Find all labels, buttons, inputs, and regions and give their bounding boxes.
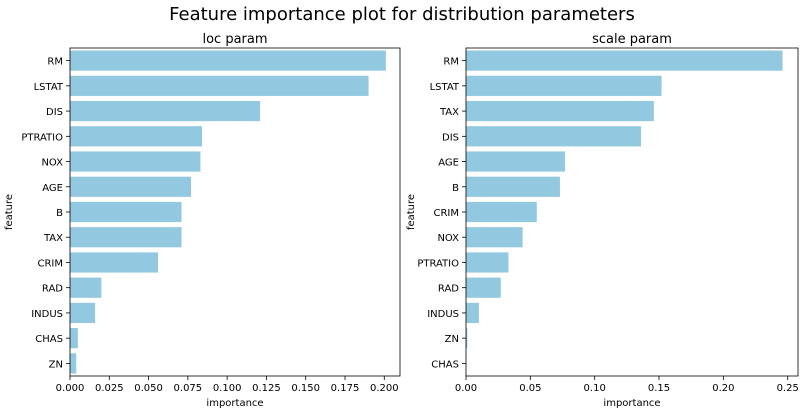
x-tick-label: 0.10 [584, 383, 606, 394]
x-tick-label: 0.25 [777, 383, 799, 394]
y-tick-label: CRIM [37, 258, 63, 269]
x-tick-label: 0.150 [291, 383, 320, 394]
x-tick-label: 0.075 [174, 383, 203, 394]
figure-title: Feature importance plot for distribution… [169, 4, 635, 25]
y-tick-label: AGE [438, 158, 459, 169]
bar-ptratio [466, 252, 509, 273]
x-tick-label: 0.200 [370, 383, 399, 394]
bar-nox [70, 151, 201, 172]
x-tick-label: 0.20 [712, 383, 734, 394]
bar-indus [466, 302, 479, 324]
bar-b [466, 176, 560, 197]
plot-frame [465, 47, 799, 377]
y-tick-label: TAX [439, 107, 459, 118]
bar-crim [466, 201, 537, 223]
y-tick-label: NOX [437, 233, 459, 244]
x-tick-label: 0.175 [331, 383, 360, 394]
x-tick-label: 0.00 [455, 383, 477, 394]
bar-indus [70, 302, 96, 324]
scale-param-plot: scale param RM LSTAT TAX DIS AGE B CRIM NOX PTRAT… [406, 32, 799, 409]
y-tick-label: PTRATIO [21, 132, 63, 143]
y-tick-label: ZN [445, 334, 459, 345]
bar-lstat [70, 75, 369, 96]
y-axis-label: feature [4, 194, 15, 230]
bar-lstat [466, 75, 662, 96]
bar-rm [466, 50, 783, 71]
loc-param-plot: loc param RM LSTAT DIS PTRATIO NOX AGE B TAX CRIM… [4, 32, 401, 409]
y-tick-label: RM [47, 57, 63, 68]
x-tick-label: 0.025 [95, 383, 124, 394]
y-tick-label: RAD [42, 284, 63, 295]
y-tick-label: NOX [41, 158, 63, 169]
x-tick-label: 0.050 [134, 383, 163, 394]
bar-tax [70, 227, 182, 248]
bar-age [466, 151, 566, 172]
bar-rad [70, 277, 102, 298]
bar-dis [70, 100, 261, 122]
y-tick-label: DIS [46, 107, 63, 118]
bar-ptratio [70, 126, 202, 147]
y-tick-label: LSTAT [430, 82, 460, 93]
y-tick-label: INDUS [427, 309, 459, 320]
y-tick-label: TAX [43, 233, 63, 244]
y-tick-label: ZN [49, 359, 63, 370]
subplot-title: scale param [592, 32, 672, 47]
x-axis-label: importance [603, 398, 660, 409]
bar-chas [70, 328, 78, 349]
y-tick-label: PTRATIO [417, 258, 459, 269]
x-axis-label: importance [206, 398, 263, 409]
x-tick-label: 0.125 [252, 383, 281, 394]
bar-crim [70, 252, 158, 273]
y-tick-label: AGE [42, 183, 63, 194]
x-tick-label: 0.100 [213, 383, 242, 394]
x-tick-label: 0.15 [648, 383, 670, 394]
bar-rad [466, 277, 501, 298]
bar-zn [466, 328, 468, 349]
bar-dis [466, 126, 642, 147]
y-tick-label: LSTAT [34, 82, 64, 93]
y-tick-label: CRIM [433, 208, 459, 219]
bar-rm [70, 50, 386, 71]
plot-frame [69, 47, 401, 377]
y-tick-label: B [452, 183, 459, 194]
y-tick-label: INDUS [31, 309, 63, 320]
bar-b [70, 201, 182, 223]
y-tick-label: RM [443, 57, 459, 68]
x-tick-label: 0.000 [56, 383, 85, 394]
y-axis-label: feature [406, 194, 417, 230]
y-tick-label: DIS [442, 132, 459, 143]
bar-nox [466, 227, 523, 248]
bar-age [70, 176, 191, 197]
x-tick-label: 0.05 [519, 383, 541, 394]
bar-tax [466, 100, 654, 122]
y-tick-label: CHAS [35, 334, 63, 345]
y-tick-label: RAD [438, 284, 459, 295]
subplot-title: loc param [202, 32, 267, 47]
y-tick-label: B [56, 208, 63, 219]
bar-zn [70, 353, 77, 374]
y-tick-label: CHAS [431, 359, 459, 370]
